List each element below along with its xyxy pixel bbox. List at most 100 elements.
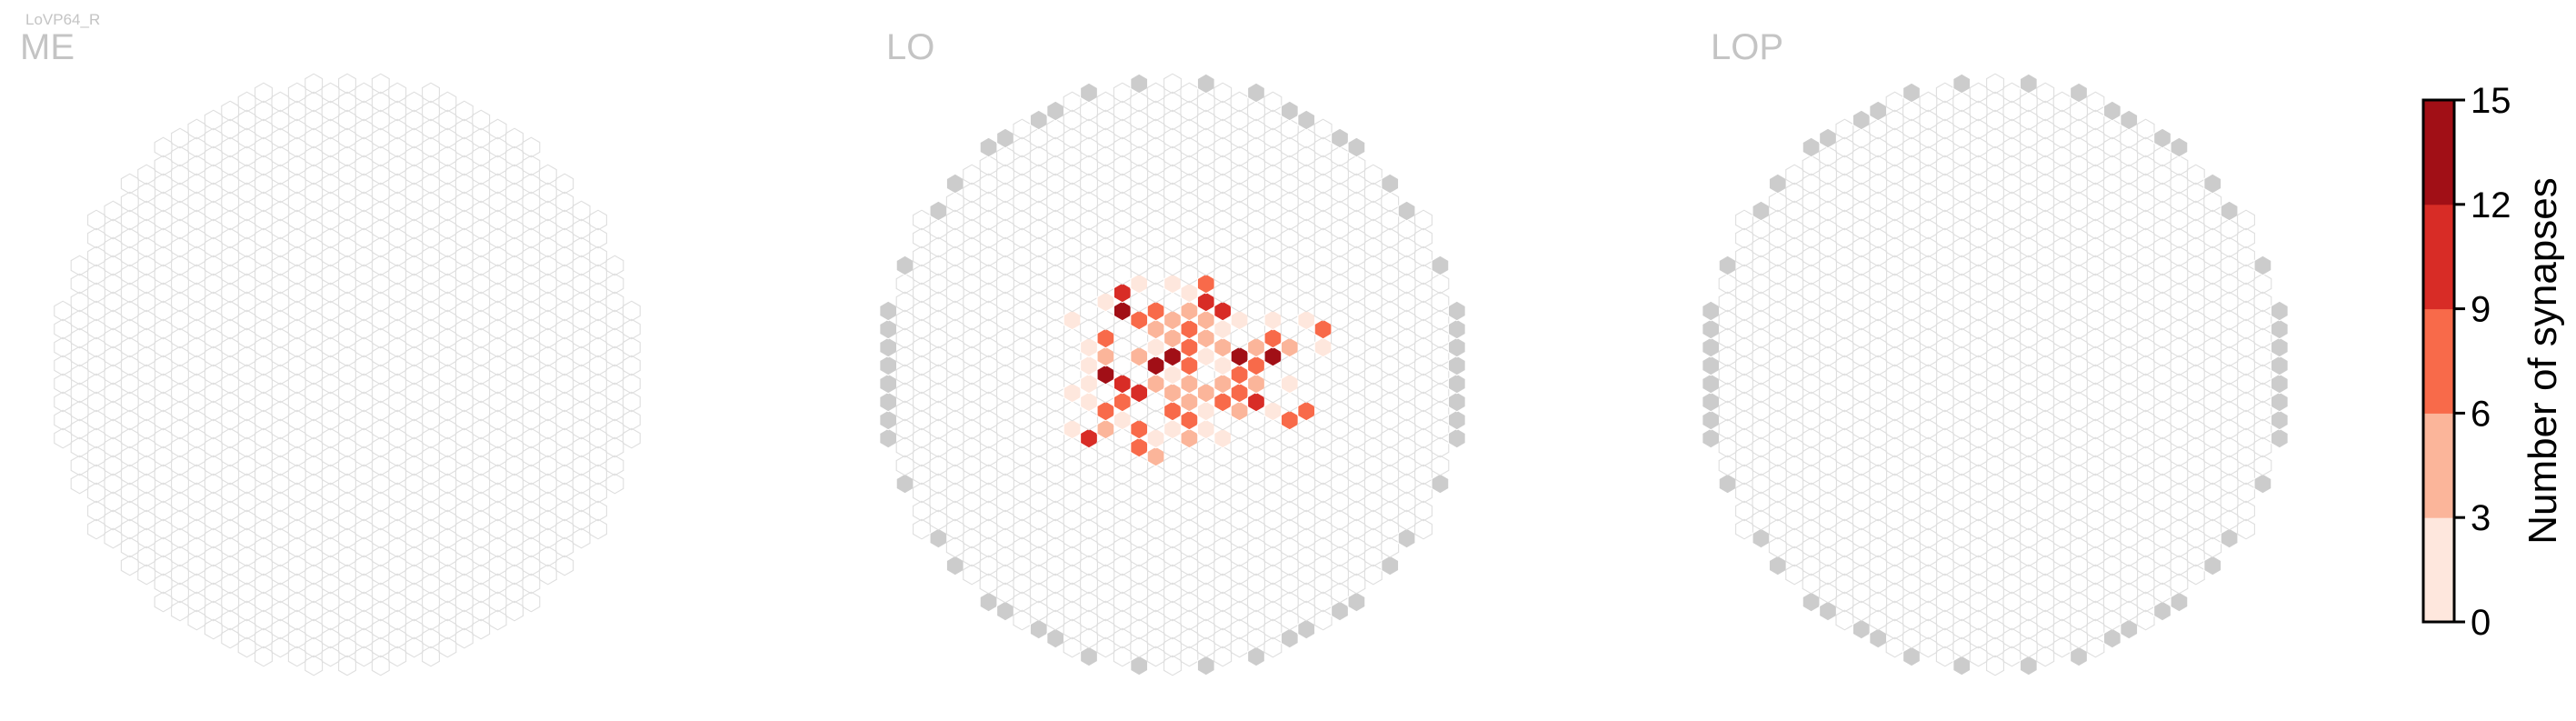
hex-cell — [589, 373, 607, 395]
hex-cell — [171, 127, 189, 149]
hex-cell — [1397, 473, 1416, 495]
hex-cell — [1347, 427, 1366, 449]
hex-cell — [371, 436, 390, 458]
hex-cell — [2186, 546, 2205, 567]
hex-cell — [505, 236, 524, 258]
hex-cell — [1313, 227, 1333, 249]
hex-cell — [1230, 255, 1249, 276]
hex-cell — [1163, 582, 1182, 604]
hex-cell — [171, 145, 189, 167]
hex-cell — [1196, 636, 1215, 658]
hex-cell — [1146, 627, 1165, 649]
hex-cell — [1113, 191, 1132, 213]
hex-cell — [438, 309, 457, 331]
hex-cell — [1835, 446, 1854, 467]
hex-cell — [895, 273, 914, 295]
hex-cell — [522, 391, 541, 413]
hex-cell — [2052, 327, 2072, 349]
hex-cell — [1263, 236, 1283, 258]
hex-cell — [1869, 609, 1888, 631]
hex-cell — [1230, 164, 1249, 185]
hex-cell — [354, 573, 374, 595]
hex-cell — [505, 200, 524, 222]
hex-cell — [271, 418, 290, 440]
hex-cell — [1029, 473, 1048, 495]
hex-cell — [1919, 91, 1938, 113]
hex-cell — [1885, 618, 1904, 640]
hex-cell — [454, 264, 474, 285]
hex-cell — [221, 318, 240, 340]
hex-cell — [1013, 173, 1032, 195]
hex-cell — [1986, 436, 2004, 458]
hex-cell — [1752, 455, 1771, 476]
hex-cell — [137, 236, 156, 258]
hex-cell — [454, 482, 474, 504]
hex-cell — [2136, 446, 2155, 467]
hex-cell — [371, 273, 390, 295]
hex-cell — [1414, 245, 1433, 267]
hex-cell — [305, 145, 324, 167]
hex-cell — [979, 446, 998, 467]
hex-cell — [1196, 618, 1215, 640]
hex-cell — [996, 436, 1014, 458]
hex-cell — [2102, 336, 2122, 358]
hex-cell — [1196, 236, 1215, 258]
hex-cell — [1952, 109, 1972, 131]
hex-cell — [2070, 373, 2088, 395]
hex-cell — [2052, 164, 2072, 185]
hex-cell — [1263, 291, 1283, 313]
hex-cell — [1735, 209, 1753, 231]
hex-cell — [589, 209, 607, 231]
hex-cell — [354, 536, 374, 558]
hex-cell-value — [1196, 382, 1215, 404]
hex-cell — [1130, 600, 1149, 622]
hex-cell-value — [1263, 400, 1283, 422]
hex-cell — [1096, 382, 1115, 404]
hex-cell — [1952, 291, 1972, 313]
hex-cell — [1280, 464, 1299, 486]
hex-cell — [1381, 536, 1400, 558]
hex-cell — [963, 400, 982, 422]
hex-cell — [2220, 436, 2239, 458]
hex-cell — [522, 136, 541, 158]
hex-cell — [371, 655, 390, 676]
hex-cell — [1363, 400, 1383, 422]
panel-lop: LOP — [1702, 27, 2289, 676]
hex-cell — [1935, 282, 1954, 304]
hex-cell — [929, 491, 948, 513]
hex-cell — [187, 409, 206, 431]
hex-cell — [1113, 118, 1132, 140]
hex-cell — [354, 245, 374, 267]
hex-cell — [996, 473, 1014, 495]
hex-cell — [1718, 400, 1737, 422]
hex-cell — [1230, 273, 1249, 295]
hex-cell — [305, 455, 324, 476]
hex-cell — [1297, 164, 1316, 185]
hex-cell — [1919, 582, 1938, 604]
hex-cell — [2086, 273, 2105, 295]
hex-cell — [1852, 400, 1871, 422]
hex-cell — [1080, 482, 1098, 504]
hex-cell — [204, 546, 223, 567]
hex-cell — [2070, 536, 2088, 558]
hex-cell — [404, 636, 424, 658]
hex-cell — [1113, 573, 1132, 595]
hex-cell — [271, 582, 290, 604]
hex-cell — [2019, 491, 2038, 513]
hex-cell — [2170, 555, 2189, 576]
hex-cell — [1414, 355, 1433, 376]
hex-cell — [1935, 555, 1954, 576]
hex-cell — [1735, 373, 1753, 395]
hex-cell — [371, 364, 390, 386]
hex-cell — [2052, 345, 2072, 367]
hex-cell — [979, 536, 998, 558]
hex-cell-boundary — [1280, 100, 1299, 122]
hex-cell — [305, 491, 324, 513]
hex-cell — [154, 482, 173, 504]
hex-cell — [221, 155, 240, 176]
hex-cell — [221, 300, 240, 322]
hex-cell — [2036, 209, 2055, 231]
hex-cell — [1414, 209, 1433, 231]
hex-cell — [371, 145, 390, 167]
hex-cell — [305, 73, 324, 95]
